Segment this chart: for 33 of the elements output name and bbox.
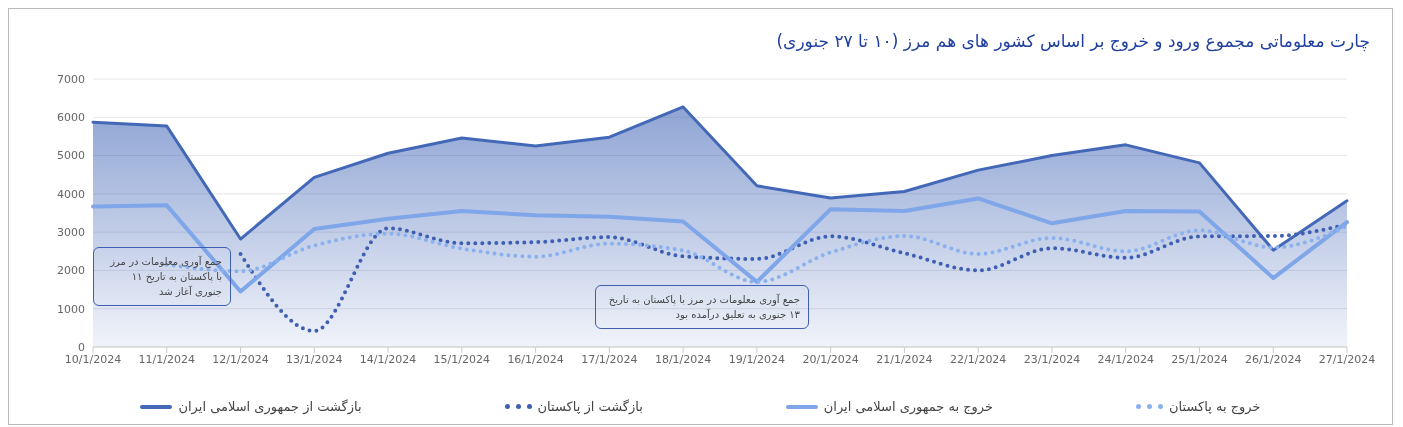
x-tick-label: 12/1/2024 bbox=[212, 352, 269, 366]
legend-label: بازگشت از پاکستان bbox=[537, 399, 643, 414]
x-tick-label: 14/1/2024 bbox=[359, 352, 417, 366]
x-tick-label: 11/1/2024 bbox=[138, 352, 195, 366]
x-tick-label: 15/1/2024 bbox=[433, 352, 491, 366]
x-tick-label: 26/1/2024 bbox=[1245, 352, 1302, 366]
y-tick-label: 1000 bbox=[57, 302, 85, 316]
y-tick-label: 7000 bbox=[57, 72, 85, 86]
x-tick-label: 18/1/2024 bbox=[654, 352, 712, 366]
y-tick-label: 6000 bbox=[57, 111, 85, 125]
y-tick-label: 5000 bbox=[57, 149, 85, 163]
y-tick-label: 3000 bbox=[57, 226, 85, 240]
x-tick-label: 17/1/2024 bbox=[581, 352, 638, 366]
x-tick-label: 19/1/2024 bbox=[728, 352, 786, 366]
y-tick-label: 2000 bbox=[57, 264, 85, 278]
x-tick-label: 10/1/2024 bbox=[64, 352, 122, 366]
x-tick-label: 16/1/2024 bbox=[507, 352, 564, 366]
x-tick-label: 27/1/2024 bbox=[1318, 352, 1376, 366]
y-tick-label: 0 bbox=[78, 340, 85, 354]
legend-label: خروج به پاکستان bbox=[1168, 399, 1261, 414]
chart-title: چارت معلوماتی مجموع ورود و خروج بر اساس کشور های هم مرز (۱۰ تا ۲۷ جنوری) bbox=[775, 30, 1371, 54]
x-tick-label: 13/1/2024 bbox=[286, 352, 343, 366]
note-box: جمع آوری معلومات در مرز با پاکستان به تاریخ ۱۱ جنوری آغاز شد bbox=[93, 247, 231, 306]
x-tick-label: 22/1/2024 bbox=[949, 352, 1007, 366]
legend-label: خروج به جمهوری اسلامی ایران bbox=[823, 399, 994, 414]
x-tick-label: 25/1/2024 bbox=[1171, 352, 1228, 366]
note-box: جمع آوری معلومات در مرز با پاکستان به تاریخ ۱۳ جنوری به تعلیق درآمده بود bbox=[595, 285, 809, 329]
x-tick-label: 20/1/2024 bbox=[802, 352, 859, 366]
x-tick-label: 24/1/2024 bbox=[1097, 352, 1154, 366]
x-tick-label: 23/1/2024 bbox=[1023, 352, 1081, 366]
legend-label: بازگشت از جمهوری اسلامی ایران bbox=[178, 399, 362, 414]
x-tick-label: 21/1/2024 bbox=[876, 352, 933, 366]
y-tick-label: 4000 bbox=[57, 187, 85, 201]
